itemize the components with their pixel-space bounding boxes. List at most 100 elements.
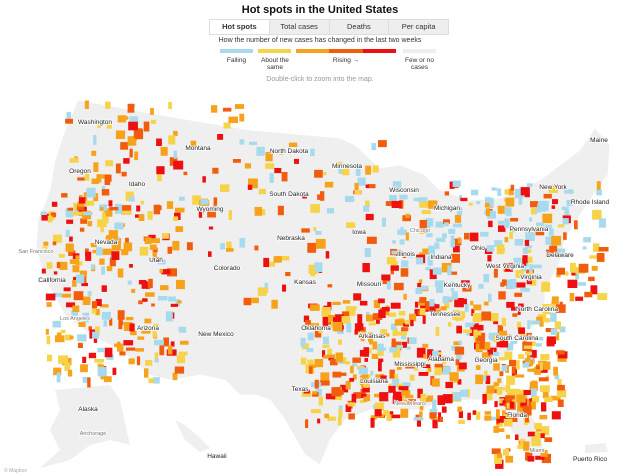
county-marker [405, 213, 410, 218]
county-marker [518, 327, 525, 334]
county-marker [451, 291, 458, 300]
county-marker [114, 222, 124, 230]
county-marker [45, 328, 49, 335]
county-marker [484, 411, 491, 415]
county-marker [151, 303, 155, 307]
county-marker [322, 350, 326, 358]
county-marker [167, 268, 177, 277]
county-marker [460, 389, 468, 397]
county-marker [425, 218, 434, 227]
county-marker [77, 334, 87, 342]
county-marker [489, 197, 494, 207]
county-marker [557, 224, 565, 228]
zoom-hint: Double-click to zoom into the map. [266, 76, 374, 83]
county-marker [318, 326, 323, 334]
tab-hot-spots[interactable]: Hot spots [210, 20, 270, 34]
county-marker [419, 308, 426, 316]
county-marker [428, 200, 438, 209]
state-label: Washington [78, 119, 112, 126]
county-marker [117, 268, 124, 278]
county-marker [300, 337, 306, 347]
county-marker [86, 187, 96, 198]
county-marker [511, 306, 520, 311]
county-marker [79, 270, 87, 277]
state-label: Indiana [430, 254, 452, 261]
county-marker [433, 304, 440, 309]
county-marker [277, 205, 284, 216]
county-marker [439, 416, 443, 422]
county-marker [418, 197, 428, 202]
county-marker [117, 310, 125, 320]
county-marker [565, 271, 569, 276]
county-marker [567, 279, 578, 288]
state-label: Michigan [434, 205, 460, 212]
county-marker [72, 264, 80, 273]
county-marker [122, 210, 132, 214]
county-marker [354, 190, 362, 195]
county-marker [539, 385, 550, 393]
county-marker [338, 409, 343, 418]
county-marker [157, 174, 162, 182]
county-marker [95, 299, 102, 306]
county-marker [468, 202, 473, 206]
county-marker [516, 321, 522, 331]
county-marker [77, 342, 83, 348]
county-marker [310, 409, 321, 414]
county-marker [345, 306, 356, 316]
county-marker [360, 300, 368, 306]
county-marker [378, 361, 382, 372]
county-marker [360, 388, 366, 399]
county-marker [498, 225, 506, 232]
county-marker [375, 402, 384, 411]
county-marker [157, 259, 166, 265]
state-label: Louisiana [360, 378, 388, 385]
county-marker [461, 280, 470, 285]
county-marker [512, 313, 518, 317]
county-marker [418, 279, 423, 284]
county-marker [202, 176, 206, 183]
county-marker [415, 257, 424, 265]
county-marker [499, 371, 504, 376]
county-marker [551, 300, 557, 308]
county-marker [509, 230, 513, 240]
county-marker [47, 215, 53, 223]
county-marker [294, 158, 299, 164]
county-marker [401, 260, 409, 268]
county-marker [338, 390, 343, 394]
county-marker [353, 374, 357, 380]
county-marker [531, 388, 537, 399]
county-marker [117, 115, 126, 123]
county-marker [596, 253, 605, 262]
county-marker [347, 402, 356, 407]
county-marker [422, 315, 426, 324]
county-marker [402, 254, 406, 259]
county-marker [482, 394, 487, 404]
county-marker [541, 426, 550, 436]
county-marker [570, 262, 576, 273]
county-marker [526, 183, 533, 187]
county-marker [409, 374, 415, 381]
tab-deaths[interactable]: Deaths [330, 20, 390, 34]
county-marker [545, 375, 550, 379]
county-marker [101, 285, 107, 292]
county-marker [453, 392, 462, 401]
county-marker [335, 352, 344, 363]
county-marker [504, 237, 509, 243]
county-marker [574, 220, 578, 230]
county-marker [67, 207, 73, 211]
county-marker [392, 240, 396, 244]
county-marker [173, 130, 178, 136]
county-marker [381, 307, 390, 312]
county-marker [153, 257, 163, 262]
tab-total-cases[interactable]: Total cases [270, 20, 330, 34]
county-marker [454, 214, 462, 223]
county-marker [65, 243, 74, 252]
county-marker [172, 240, 180, 251]
county-marker [357, 177, 366, 186]
tab-per-capita[interactable]: Per capita [401, 22, 436, 31]
county-marker [73, 291, 84, 301]
county-marker [360, 337, 365, 342]
county-marker [538, 200, 549, 211]
county-marker [434, 280, 445, 287]
